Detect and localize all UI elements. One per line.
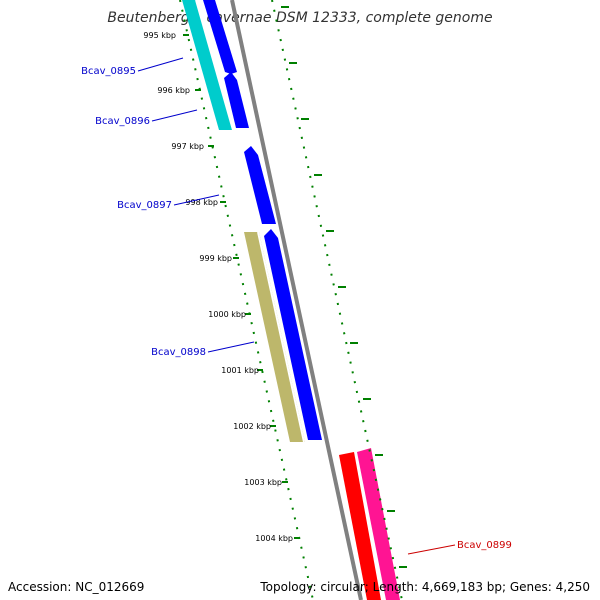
tick-label: 995 kbp xyxy=(143,31,176,40)
tick-label: 1000 kbp xyxy=(208,310,246,319)
backbone-line xyxy=(230,0,363,600)
major-ticks-right xyxy=(281,6,407,568)
feature-separators xyxy=(195,0,305,443)
accession-text: Accession: NC_012669 xyxy=(8,580,145,594)
tick-label: 1002 kbp xyxy=(233,422,271,431)
feature-tracks xyxy=(182,0,400,600)
cds-bcav-0898-feature[interactable] xyxy=(244,232,305,442)
label-leader-bcav-0899 xyxy=(407,544,456,555)
cds-cyan-feature[interactable] xyxy=(182,0,233,130)
right-ruler xyxy=(271,0,403,600)
gene-label-bcav-0899[interactable]: Bcav_0899 xyxy=(457,540,512,551)
label-leader-bcav-0897 xyxy=(173,194,220,206)
label-leader-bcav-0895 xyxy=(137,57,184,72)
tick-label: 1001 kbp xyxy=(221,366,259,375)
label-leader-bcav-0896 xyxy=(151,109,198,122)
label-leader-bcav-0898 xyxy=(207,341,255,353)
gene-label-bcav-0895[interactable]: Bcav_0895 xyxy=(81,66,136,77)
topology-text: Topology: circular; Length: 4,669,183 bp… xyxy=(260,580,590,594)
major-ticks-left xyxy=(183,34,300,539)
tick-label: 1004 kbp xyxy=(255,534,293,543)
tick-label: 1003 kbp xyxy=(244,478,282,487)
cds-red-feature[interactable] xyxy=(339,452,381,600)
gene-label-bcav-0898[interactable]: Bcav_0898 xyxy=(151,347,206,358)
cds-bcav-0897-feature[interactable] xyxy=(244,146,276,224)
genome-title: Beutenbergia cavernae DSM 12333, complet… xyxy=(107,10,492,26)
cds-bcav-0899-feature[interactable] xyxy=(357,448,400,600)
tick-label: 997 kbp xyxy=(171,142,204,151)
gene-label-bcav-0896[interactable]: Bcav_0896 xyxy=(95,116,150,127)
tick-label: 998 kbp xyxy=(185,198,218,207)
cds-blue-feature-lower[interactable] xyxy=(264,229,322,440)
tick-label: 996 kbp xyxy=(157,86,190,95)
cds-bcav-0896-feature[interactable] xyxy=(224,72,249,128)
tick-label: 999 kbp xyxy=(199,254,232,263)
gene-label-bcav-0897[interactable]: Bcav_0897 xyxy=(117,200,172,211)
cds-blue-feature-upper[interactable] xyxy=(203,0,237,74)
